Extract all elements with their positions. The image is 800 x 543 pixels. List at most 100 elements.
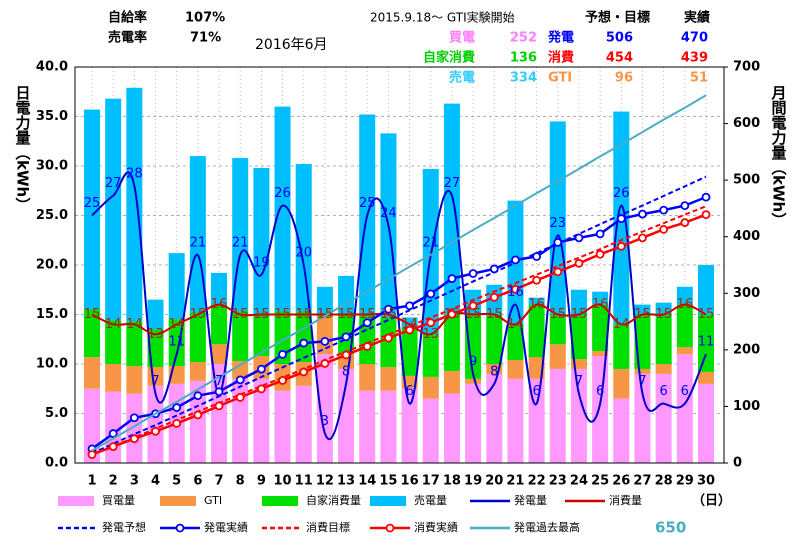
line <box>91 205 707 456</box>
bar-segment <box>634 304 651 315</box>
marker <box>595 249 605 259</box>
note: 2015.9.18～ GTI実験開始 <box>370 10 515 25</box>
x-tick-label: 7 <box>215 474 224 489</box>
row-target: 454 <box>606 51 633 66</box>
bar-segment <box>507 378 524 463</box>
x-tick-label: 2 <box>109 474 118 489</box>
marker <box>701 210 711 220</box>
x-tick-label: 14 <box>358 474 376 489</box>
data-label: 15 <box>465 307 482 322</box>
bar-segment <box>549 121 566 315</box>
bar-segment <box>676 347 693 355</box>
data-label: 8 <box>342 364 350 379</box>
data-label: 27 <box>105 176 122 191</box>
marker <box>447 309 457 319</box>
x-tick-label: 29 <box>676 474 694 489</box>
bar-segment <box>211 272 228 305</box>
x-tick-label: 12 <box>316 474 334 489</box>
bar-segment <box>655 373 672 463</box>
data-label: 15 <box>274 307 291 322</box>
y2-axis-title: 月間電力量（kWh） <box>770 85 788 227</box>
marker <box>278 376 287 385</box>
bar-segment <box>570 368 587 463</box>
bar-segment <box>189 312 206 363</box>
x-tick-label: 24 <box>570 474 588 489</box>
line <box>91 94 707 452</box>
x-tick-label: 23 <box>549 474 567 489</box>
marker <box>214 387 224 397</box>
data-label: 15 <box>444 307 461 322</box>
marker <box>87 450 97 459</box>
bar-segment <box>168 253 185 320</box>
x-tick-label: 6 <box>193 474 202 489</box>
row-actual: 439 <box>681 51 708 66</box>
y2-tick-label: 100 <box>733 399 760 414</box>
bar-segment <box>570 359 587 369</box>
legend-label: GTI <box>204 494 222 507</box>
marker <box>320 359 330 368</box>
data-label: 6 <box>681 384 689 399</box>
bar-segment <box>698 383 714 463</box>
data-label: 14 <box>507 317 524 332</box>
data-label: 15 <box>634 307 651 322</box>
bar-segment <box>105 391 122 463</box>
bar-segment <box>443 370 460 394</box>
legend-label: 買電量 <box>102 494 135 507</box>
bar-segment <box>147 385 164 463</box>
line <box>91 303 707 336</box>
x-tick-label: 8 <box>236 474 245 489</box>
data-label: 6 <box>596 384 604 399</box>
data-label: 15 <box>486 307 503 322</box>
marker <box>108 429 118 438</box>
y2-tick-label: 600 <box>733 116 760 131</box>
row-target: 136 <box>510 51 537 66</box>
data-label: 7 <box>575 374 583 389</box>
marker <box>235 375 245 385</box>
data-label: 15 <box>317 307 334 322</box>
bar-segment <box>84 309 100 358</box>
rate-value: 107% <box>185 11 225 26</box>
bar-segment <box>613 398 630 463</box>
bar-segment <box>295 311 312 363</box>
marker <box>108 442 118 451</box>
legend-label: 発電予想 <box>102 520 146 534</box>
marker <box>468 301 478 311</box>
bar-segment <box>189 380 206 463</box>
legend-label: 消費量 <box>609 493 642 507</box>
y-tick-label: 25.0 <box>36 208 68 223</box>
y-tick-label: 40.0 <box>36 60 68 75</box>
data-label: 6 <box>532 384 540 399</box>
data-label: 15 <box>655 307 672 322</box>
x-tick-label: 10 <box>274 474 292 489</box>
marker <box>193 410 203 420</box>
data-label: 27 <box>444 176 461 191</box>
row-actual: 470 <box>681 31 708 46</box>
bar-segment <box>380 390 397 463</box>
marker <box>256 384 266 394</box>
line <box>91 171 707 441</box>
rate-label: 自給率 <box>108 10 147 26</box>
legend-label: 発電量 <box>514 493 547 507</box>
row-label: 自家消費 <box>423 50 475 66</box>
bar-segment <box>570 314 587 360</box>
row-target: 334 <box>510 71 537 86</box>
y-tick-label: 10.0 <box>36 357 68 372</box>
bar-segment <box>126 87 143 322</box>
marker <box>172 403 182 412</box>
marker <box>638 233 647 243</box>
marker <box>426 318 436 328</box>
data-label: 16 <box>592 297 609 312</box>
marker <box>214 401 224 411</box>
y-tick-label: 30.0 <box>36 159 68 174</box>
data-label: 14 <box>613 317 630 332</box>
plot-frame <box>74 66 725 464</box>
data-label: 14 <box>105 317 122 332</box>
x-tick-label: 5 <box>172 474 181 489</box>
data-label: 14 <box>168 317 185 332</box>
marker <box>532 252 542 261</box>
marker <box>384 333 393 343</box>
marker <box>553 237 563 247</box>
data-label: 25 <box>359 196 376 211</box>
data-label: 7 <box>151 374 159 389</box>
data-label: 28 <box>126 166 143 181</box>
